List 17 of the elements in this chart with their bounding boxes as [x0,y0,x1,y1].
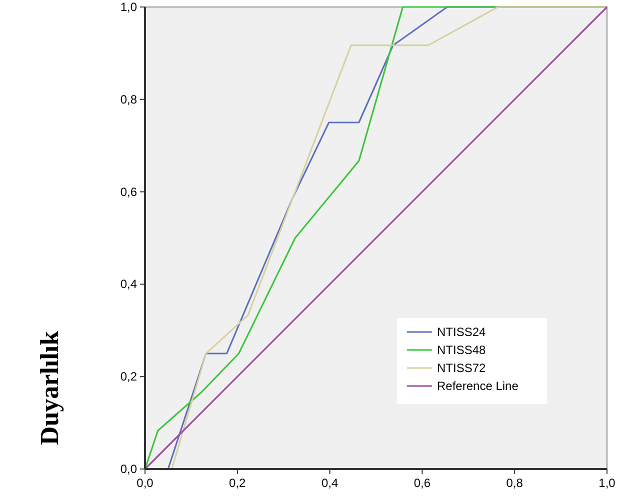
legend-label: NTISS48 [437,343,486,357]
legend-label: NTISS72 [437,361,486,375]
y-tick-label: 0,8 [120,92,138,106]
y-tick-label: 1,0 [120,0,138,14]
y-tick-label: 0,6 [120,184,138,199]
x-tick-label: 0,2 [229,476,246,490]
y-tick-label: 0,0 [120,462,138,476]
legend-label: NTISS24 [437,325,486,339]
x-tick-label: 1,0 [598,476,616,490]
y-tick-label: 0,4 [120,277,138,292]
x-tick-label: 0,0 [136,476,154,490]
x-tick-label: 0,6 [414,476,431,490]
x-tick-label: 0,4 [321,476,338,490]
legend-label: Reference Line [437,379,519,393]
y-axis-title: Duyarlılık [35,330,64,446]
x-tick-label: 0,8 [506,476,524,490]
y-tick-label: 0,2 [120,370,138,384]
